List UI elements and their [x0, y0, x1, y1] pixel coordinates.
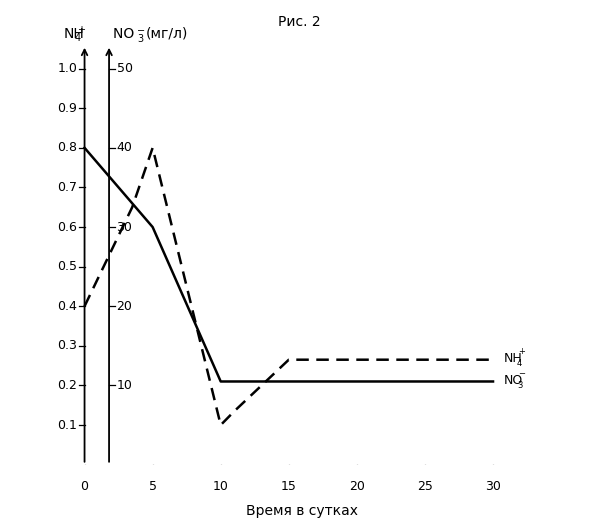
Text: (мг/л): (мг/л) — [146, 27, 188, 41]
Text: 15: 15 — [281, 480, 297, 494]
Text: 10: 10 — [117, 379, 132, 392]
Text: 3: 3 — [517, 381, 522, 390]
Text: 0.8: 0.8 — [57, 142, 77, 154]
Text: 0.2: 0.2 — [57, 379, 77, 392]
Text: NH: NH — [64, 27, 85, 41]
Text: 0: 0 — [81, 480, 89, 494]
Text: 0.1: 0.1 — [57, 419, 77, 431]
Text: 0.5: 0.5 — [57, 260, 77, 273]
Text: 30: 30 — [485, 480, 501, 494]
Text: 4: 4 — [517, 359, 522, 368]
Text: 20: 20 — [349, 480, 365, 494]
Text: 40: 40 — [117, 142, 132, 154]
Text: 0.7: 0.7 — [57, 181, 77, 194]
Text: +: + — [77, 25, 85, 35]
Title: Рис. 2: Рис. 2 — [277, 15, 321, 29]
Text: +: + — [518, 347, 525, 356]
Text: 50: 50 — [117, 62, 133, 75]
Text: −: − — [137, 26, 145, 36]
Text: 1.0: 1.0 — [57, 62, 77, 75]
Text: 20: 20 — [117, 300, 132, 313]
Text: Время в сутках: Время в сутках — [246, 504, 358, 518]
Text: 0.4: 0.4 — [57, 300, 77, 313]
Text: 30: 30 — [117, 221, 132, 233]
Text: −: − — [518, 369, 525, 378]
Text: 5: 5 — [149, 480, 157, 494]
Text: 3: 3 — [138, 34, 144, 44]
Text: NO: NO — [504, 374, 523, 387]
Text: 10: 10 — [213, 480, 228, 494]
Text: 0.6: 0.6 — [57, 221, 77, 233]
Text: 4: 4 — [74, 33, 81, 43]
Text: 0.3: 0.3 — [57, 340, 77, 352]
Text: NH: NH — [504, 352, 523, 365]
Text: NO: NO — [113, 27, 139, 41]
Text: 25: 25 — [417, 480, 433, 494]
Text: 0.9: 0.9 — [57, 102, 77, 115]
